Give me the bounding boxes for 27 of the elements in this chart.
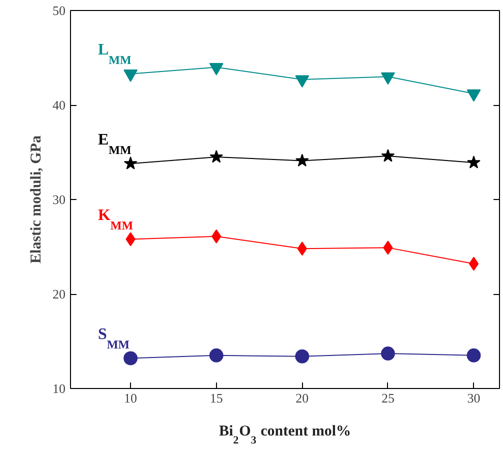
point [124, 70, 138, 82]
y-tick-label: 30 [52, 192, 66, 207]
point [467, 156, 480, 168]
point [295, 349, 310, 364]
y-axis-title: Elastic moduli, GPa [28, 135, 44, 264]
y-tick-label: 50 [52, 3, 66, 18]
point [380, 346, 395, 361]
y-tick-label: 40 [52, 98, 66, 112]
point [468, 256, 479, 271]
point [209, 62, 224, 76]
point [124, 351, 138, 366]
point [295, 75, 310, 88]
x-tick-label: 30 [467, 390, 480, 406]
y-tick-label: 10 [52, 381, 66, 396]
point [209, 348, 224, 362]
x-tick-label: 25 [381, 390, 394, 406]
point [295, 154, 309, 167]
point [466, 348, 481, 362]
point [124, 156, 138, 170]
x-tick-label: 20 [296, 390, 309, 406]
y-tick-label: 20 [52, 286, 66, 302]
x-tick-label: 10 [124, 390, 138, 406]
x-tick-label: 15 [210, 390, 223, 406]
point [380, 72, 395, 85]
point [381, 149, 395, 162]
point [210, 150, 224, 163]
point [466, 89, 481, 102]
